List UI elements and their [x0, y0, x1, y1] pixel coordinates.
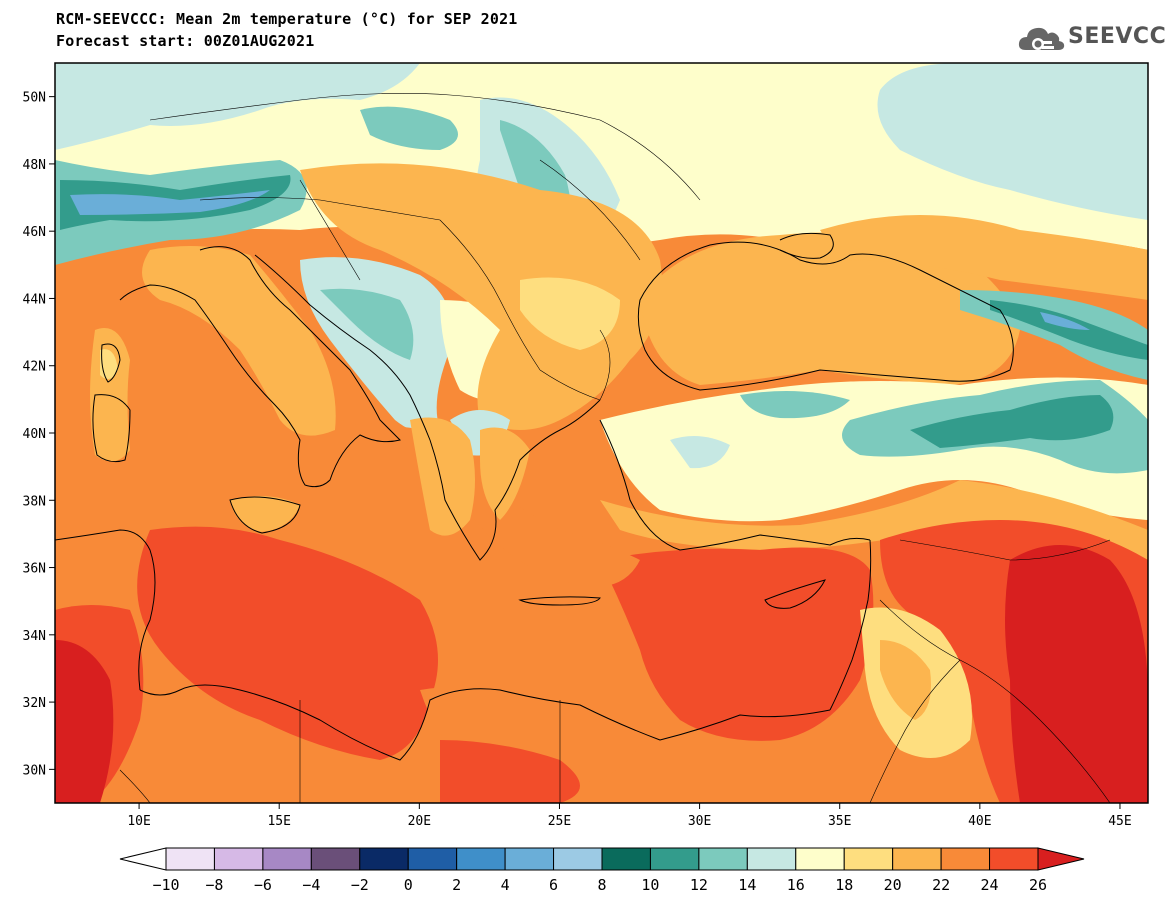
colorbar-swatch: [359, 847, 409, 871]
colorbar-label: 2: [452, 876, 461, 894]
lon-tick-label: 15E: [267, 814, 290, 829]
lon-tick-label: 35E: [828, 814, 851, 829]
colorbar-label: −2: [351, 876, 369, 894]
colorbar-swatch: [504, 847, 555, 871]
map-title: RCM-SEEVCCC: Mean 2m temperature (°C) fo…: [56, 10, 518, 28]
colorbar-swatch: [843, 847, 894, 871]
cloud-icon: [1018, 27, 1065, 50]
colorbar: −10 −8 −6 −4 −2 0 2 4 6 8 10 12 14 16 18 20 22 24 26: [119, 847, 1085, 894]
colorbar-swatch: [649, 847, 700, 871]
colorbar-label: −4: [302, 876, 320, 894]
lat-tick-label: 32N: [23, 696, 46, 711]
country-borders: [119, 93, 1111, 803]
colorbar-swatch: [892, 847, 942, 871]
colorbar-label: 16: [787, 876, 805, 894]
colorbar-swatch: [989, 847, 1039, 871]
colorbar-swatch: [1037, 847, 1085, 871]
longitude-axis: 10E 15E 20E 25E 30E 35E 40E 45E: [127, 803, 1132, 829]
colorbar-label: 26: [1029, 876, 1047, 894]
colorbar-label: 0: [404, 876, 413, 894]
colorbar-label: −8: [205, 876, 223, 894]
colorbar-label: −10: [152, 876, 179, 894]
lat-tick-label: 36N: [23, 562, 46, 577]
colorbar-label: 6: [549, 876, 558, 894]
lat-tick-label: 48N: [23, 158, 46, 173]
lat-tick-label: 38N: [23, 494, 46, 509]
lat-tick-label: 34N: [23, 629, 46, 644]
colorbar-swatch: [310, 847, 361, 871]
lat-tick-label: 30N: [23, 763, 46, 778]
colorbar-label: 18: [835, 876, 853, 894]
colorbar-label: 24: [981, 876, 999, 894]
lon-tick-label: 40E: [968, 814, 991, 829]
colorbar-label: 8: [597, 876, 606, 894]
colorbar-swatch: [553, 847, 603, 871]
lon-tick-label: 45E: [1108, 814, 1131, 829]
colorbar-swatch: [795, 847, 845, 871]
lat-tick-label: 50N: [23, 91, 46, 106]
colorbar-swatch: [407, 847, 458, 871]
coastlines: [55, 232, 1014, 761]
colorbar-label: 14: [738, 876, 756, 894]
lon-tick-label: 10E: [127, 814, 150, 829]
lat-tick-label: 42N: [23, 360, 46, 375]
colorbar-label: 22: [932, 876, 950, 894]
lat-tick-label: 46N: [23, 225, 46, 240]
colorbar-label: 20: [884, 876, 902, 894]
colorbar-swatch: [213, 847, 264, 871]
colorbar-label: 10: [641, 876, 659, 894]
colorbar-swatch: [940, 847, 991, 871]
colorbar-label: −6: [254, 876, 272, 894]
lon-tick-label: 25E: [548, 814, 571, 829]
colorbar-swatch: [746, 847, 797, 871]
lat-tick-label: 40N: [23, 427, 46, 442]
colorbar-label: 12: [690, 876, 708, 894]
colorbar-swatch: [262, 847, 312, 871]
colorbar-swatch: [119, 847, 167, 871]
colorbar-swatch: [601, 847, 651, 871]
colorbar-swatch: [698, 847, 748, 871]
forecast-start-label: Forecast start: 00Z01AUG2021: [56, 32, 315, 50]
latitude-axis: 50N 48N 46N 44N 42N 40N 38N 36N 34N 32N 30N: [23, 91, 55, 778]
seevccc-logo: SEEVCCC: [1016, 20, 1165, 60]
lat-tick-label: 44N: [23, 292, 46, 307]
colorbar-swatch: [165, 847, 215, 871]
colorbar-swatch: [456, 847, 506, 871]
temperature-field: [55, 63, 1148, 803]
lon-tick-label: 30E: [688, 814, 711, 829]
colorbar-label: 4: [501, 876, 510, 894]
logo-text: SEEVCCC: [1068, 24, 1165, 49]
lon-tick-label: 20E: [408, 814, 431, 829]
